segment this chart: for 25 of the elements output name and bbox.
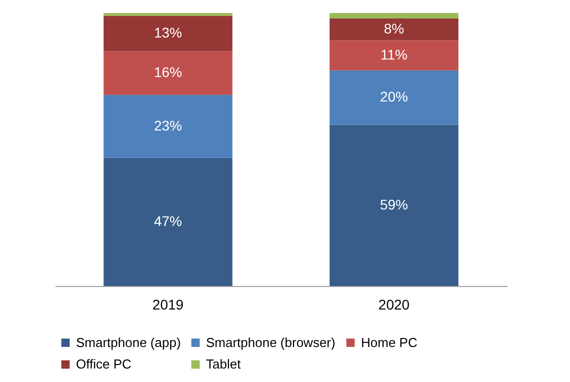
x-tick-label: 2019 [152,296,184,312]
bar [330,18,458,40]
data-label: 8% [384,20,404,36]
bar [104,16,232,52]
legend-label: Home PC [361,334,418,350]
bar [104,158,232,286]
legend-label: Smartphone (app) [76,334,181,350]
bar [330,124,458,286]
bar [330,40,458,70]
x-tick-label: 2020 [378,296,410,312]
bar [330,13,458,18]
data-label: 16% [154,64,182,80]
data-label: 47% [154,212,182,229]
data-label: 20% [380,88,408,105]
legend-label: Office PC [76,356,132,372]
data-label: 23% [154,117,182,134]
legend-label: Smartphone (browser) [206,334,336,350]
data-label: 11% [380,46,408,62]
legend-label: Tablet [206,356,242,372]
bar [104,94,232,158]
bar [104,51,232,95]
data-label: 59% [380,196,408,212]
data-label: 13% [154,24,182,40]
bar [330,70,458,125]
bar [104,13,232,16]
